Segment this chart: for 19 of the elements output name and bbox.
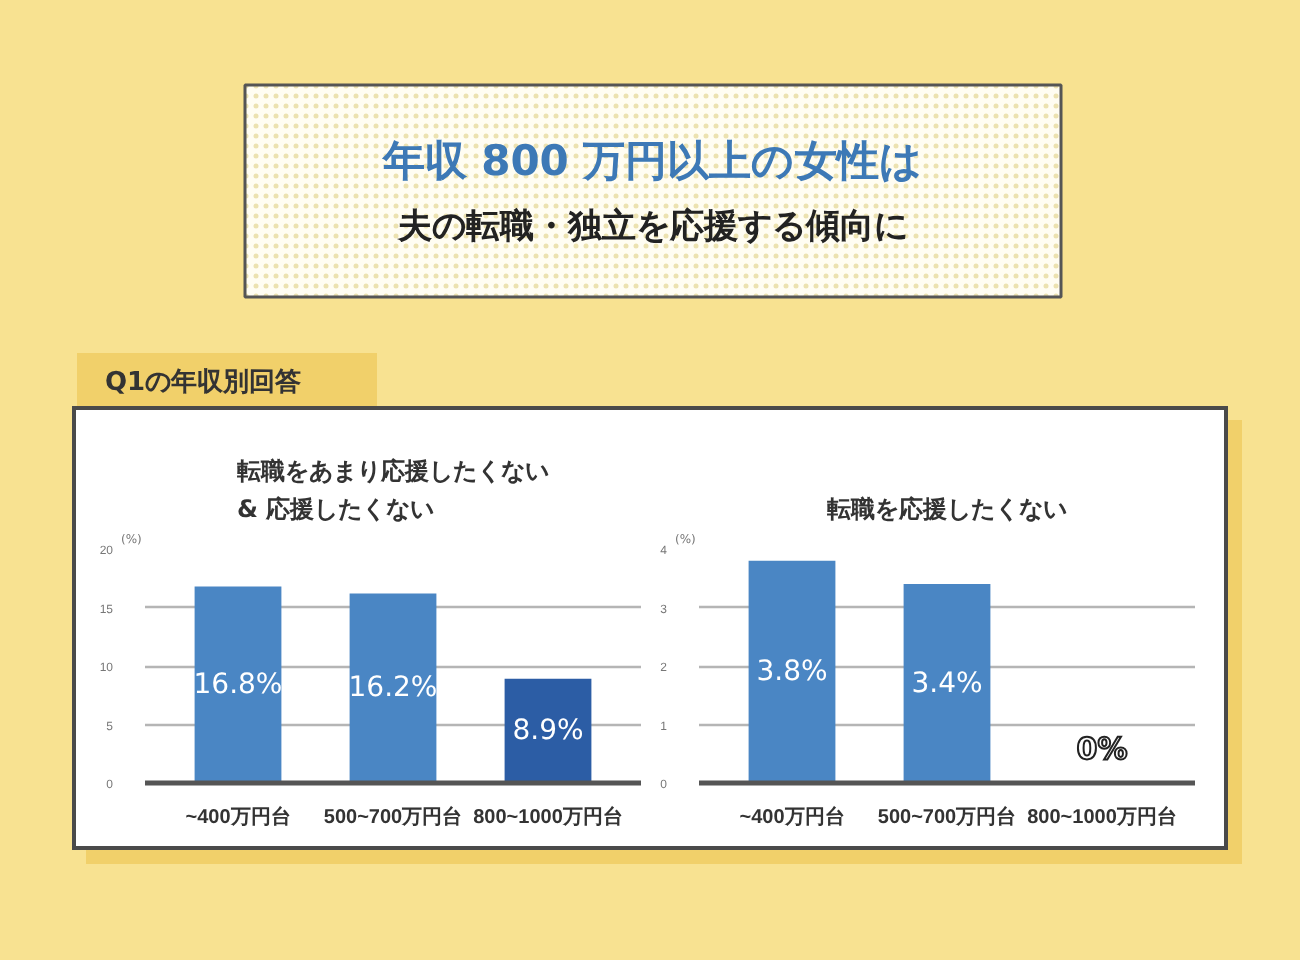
x-tick-label: 800~1000万円台 [1027,805,1177,829]
x-tick-label: 500~700万円台 [323,805,463,829]
text: 夫の転職・独立を応援する傾向に [396,207,908,247]
x-tick-label: ~400万円台 [185,805,291,829]
data-label: 16.2% [348,672,438,705]
bar [194,586,282,783]
x-tick-label: 800~1000万円台 [473,805,623,829]
data-label: 16.8% [193,668,283,701]
bar [349,593,437,783]
bar [504,678,592,783]
x-tick-label: 500~700万円台 [877,805,1017,829]
data-label: 3.4% [911,667,983,700]
text: 年収 800 万円以上の女性は [380,137,924,185]
chart-title: 転職をあまり応援したくない& 応援したくない [237,457,549,523]
data-label: 8.9% [512,714,584,747]
data-label: 3.8% [756,655,828,688]
text: Q1の年収別回答 [105,368,302,398]
chart-title: 転職を応援したくない [827,495,1067,523]
x-tick-label: ~400万円台 [739,805,845,829]
